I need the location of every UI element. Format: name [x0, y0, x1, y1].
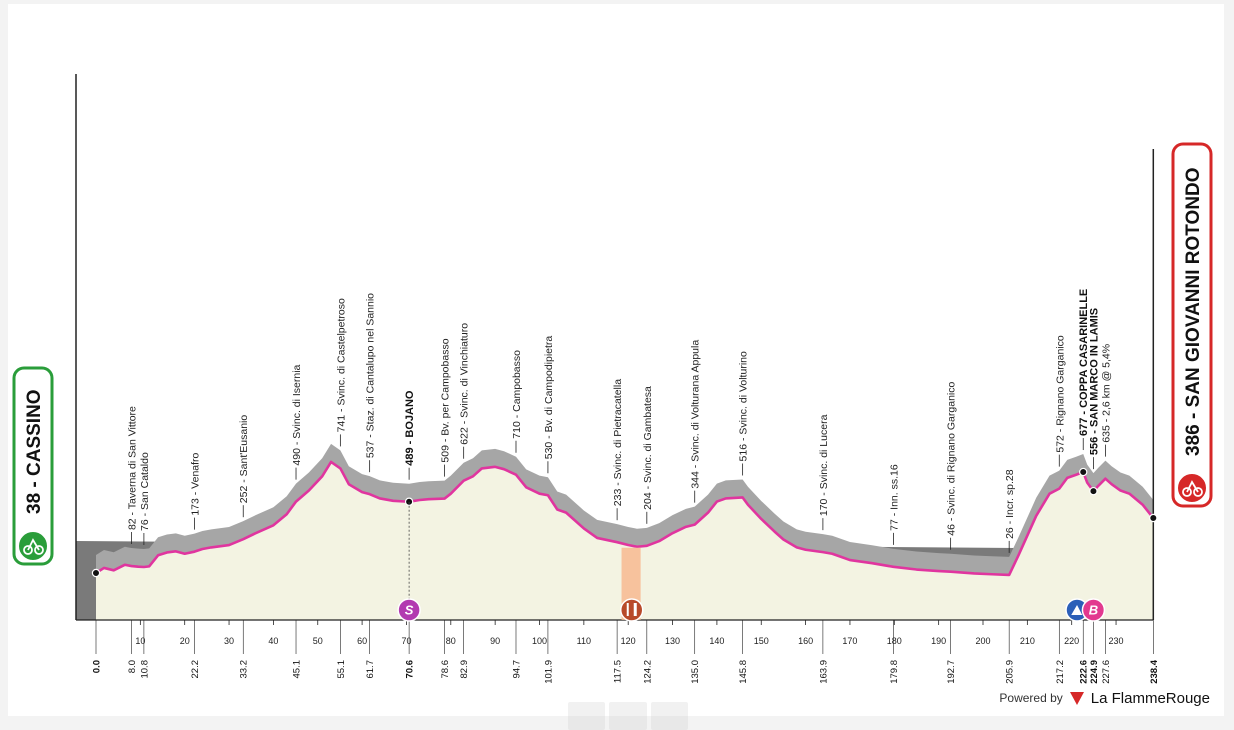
flamme-rouge-logo-icon [1069, 692, 1084, 705]
km-tick-label: 60 [357, 636, 367, 646]
km-tick-label: 200 [975, 636, 990, 646]
profile-mountain-surface [96, 443, 1154, 575]
place-label: 77 - Inn. ss.16 [888, 464, 900, 531]
km-mark-label: 124.2 [642, 660, 653, 684]
km-tick-label: 190 [931, 636, 946, 646]
place-label: 710 - Campobasso [511, 350, 523, 439]
key-point-dot [91, 568, 101, 578]
finish-banner: 386 - SAN GIOVANNI ROTONDO [1171, 142, 1213, 508]
footer-credit: Powered by La FlammeRouge [999, 688, 1210, 708]
km-mark-label: 163.9 [818, 660, 829, 684]
km-tick-label: 150 [754, 636, 769, 646]
km-mark-label: 222.6 [1079, 660, 1090, 684]
km-tick-label: 230 [1109, 636, 1124, 646]
place-label: 173 - Venafro [189, 452, 201, 515]
km-tick-label: 30 [224, 636, 234, 646]
km-mark-label: 55.1 [336, 660, 347, 679]
km-mark-label: 10.8 [139, 660, 150, 679]
km-tick-label: 140 [709, 636, 724, 646]
profile-ground-area [96, 461, 1154, 620]
place-label: 530 - Bv. di Campodipietra [543, 336, 555, 460]
place-label: 82 - Taverna di San Vittore [126, 406, 138, 530]
km-mark-label: 217.2 [1055, 660, 1066, 684]
place-label: 516 - Svinc. di Volturino [738, 351, 750, 461]
place-label: 537 - Staz. di Cantalupo nel Sannio [365, 293, 377, 458]
km-mark-label: 135.0 [690, 660, 701, 684]
km-tick-label: 160 [798, 636, 813, 646]
km-tick-label: 50 [313, 636, 323, 646]
km-tick-label: 110 [577, 636, 591, 646]
svg-text:38 - CASSINO: 38 - CASSINO [24, 389, 45, 514]
km-tick-label: 40 [268, 636, 278, 646]
sprint-icon: S [397, 598, 421, 622]
place-label: 556 - SAN MARCO IN LAMIS [1088, 308, 1100, 455]
km-mark-label: 0.0 [92, 660, 103, 673]
svg-text:B: B [1089, 603, 1098, 618]
place-label: 170 - Svinc. di Lucera [818, 414, 830, 516]
place-label: 622 - Svinc. di Vinchiaturo [459, 323, 471, 445]
km-mark-label: 61.7 [365, 660, 376, 679]
km-tick-label: 180 [887, 636, 902, 646]
km-mark-label: 94.7 [511, 660, 522, 679]
place-label: 572 - Rignano Garganico [1054, 335, 1066, 452]
place-label: 76 - San Cataldo [139, 452, 151, 531]
place-label: 344 - Svinc. di Volturana Appula [690, 340, 702, 489]
km-mark-label: 238.4 [1149, 659, 1160, 683]
bonus-sprint-icon: B [1081, 598, 1106, 622]
km-tick-label: 100 [532, 636, 547, 646]
place-label: 509 - Bv. per Campobasso [440, 338, 452, 462]
km-mark-label: 101.9 [543, 660, 554, 684]
km-tick-label: 80 [446, 636, 456, 646]
km-mark-label: 224.9 [1089, 660, 1100, 684]
feed-zone-icon [619, 598, 644, 622]
place-label: 635 - 2,6 km @ 5,4% [1100, 344, 1112, 443]
km-tick-label: 90 [490, 636, 500, 646]
km-tick-label: 70 [401, 636, 411, 646]
km-tick-label: 220 [1064, 636, 1079, 646]
place-label: 252 - Sant'Eusanio [238, 415, 250, 504]
km-mark-label: 227.6 [1101, 660, 1112, 684]
place-label: 677 - COPPA CASARINELLE [1078, 289, 1090, 436]
stage-profile-card: 0200400600 82 - Taverna di San Vittore76… [8, 4, 1224, 730]
km-mark-label: 78.6 [440, 660, 451, 679]
km-tick-label: 210 [1020, 636, 1035, 646]
svg-text:386 - SAN GIOVANNI ROTONDO: 386 - SAN GIOVANNI ROTONDO [1183, 167, 1204, 456]
place-label: 204 - Svinc. di Gambatesa [642, 386, 654, 510]
km-mark-label: 8.0 [127, 660, 138, 673]
km-mark-label: 145.8 [738, 660, 749, 684]
place-label: 741 - Svinc. di Castelpetroso [335, 298, 347, 432]
place-label: 489 - BOJANO [404, 390, 416, 466]
cyclist-icon [1176, 472, 1208, 504]
powered-by-text: Powered by [999, 691, 1063, 705]
km-tick-label: 10 [135, 636, 145, 646]
start-banner: 38 - CASSINO [12, 366, 54, 566]
km-mark-label: 45.1 [292, 660, 303, 679]
place-label: 26 - Incr. sp.28 [1004, 469, 1016, 539]
km-mark-label: 82.9 [459, 660, 470, 679]
key-point-dot [1079, 467, 1088, 477]
elevation-profile-chart: 0200400600 82 - Taverna di San Vittore76… [12, 74, 1213, 684]
key-point-dot [1149, 513, 1158, 523]
km-tick-label: 120 [621, 636, 636, 646]
km-mark-label: 205.9 [1005, 660, 1016, 684]
brand-name: La FlammeRouge [1090, 689, 1210, 707]
km-mark-label: 192.7 [946, 660, 957, 684]
key-point-dot [1089, 486, 1098, 496]
km-mark-label: 22.2 [190, 660, 201, 679]
km-tick-label: 170 [842, 636, 857, 646]
km-tick-label: 130 [665, 636, 680, 646]
road-line [95, 460, 1155, 577]
km-mark-label: 70.6 [405, 660, 416, 679]
place-label: 490 - Svinc. di Isernia [291, 364, 303, 465]
thumbnail-strip [568, 702, 688, 730]
km-mark-label: 179.8 [889, 660, 900, 684]
km-mark-label: 33.2 [239, 660, 250, 679]
km-mark-label: 117.5 [613, 660, 624, 683]
place-label: 46 - Svinc. di Rignano Garganico [946, 381, 958, 535]
cyclist-icon [17, 530, 49, 562]
place-label: 233 - Svinc. di Pietracatella [612, 379, 624, 506]
km-tick-label: 20 [180, 636, 190, 646]
svg-text:S: S [405, 603, 414, 618]
